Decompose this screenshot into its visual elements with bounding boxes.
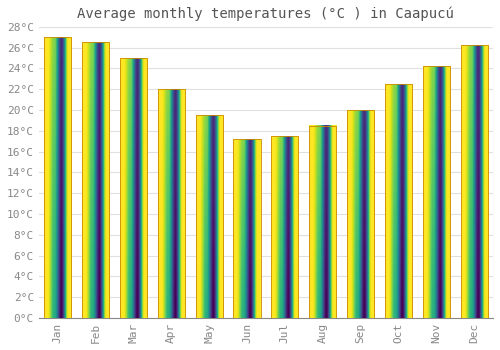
Bar	[196, 115, 223, 318]
Title: Average monthly temperatures (°C ) in Caapucú: Average monthly temperatures (°C ) in Ca…	[78, 7, 454, 21]
Bar	[422, 66, 450, 318]
Bar	[44, 37, 72, 318]
Bar	[234, 139, 260, 318]
Bar	[158, 89, 185, 318]
Bar	[347, 110, 374, 318]
Bar	[309, 126, 336, 318]
Bar	[271, 136, 298, 318]
Bar	[460, 46, 488, 318]
Bar	[385, 84, 412, 318]
Bar	[120, 58, 147, 318]
Bar	[82, 42, 109, 318]
